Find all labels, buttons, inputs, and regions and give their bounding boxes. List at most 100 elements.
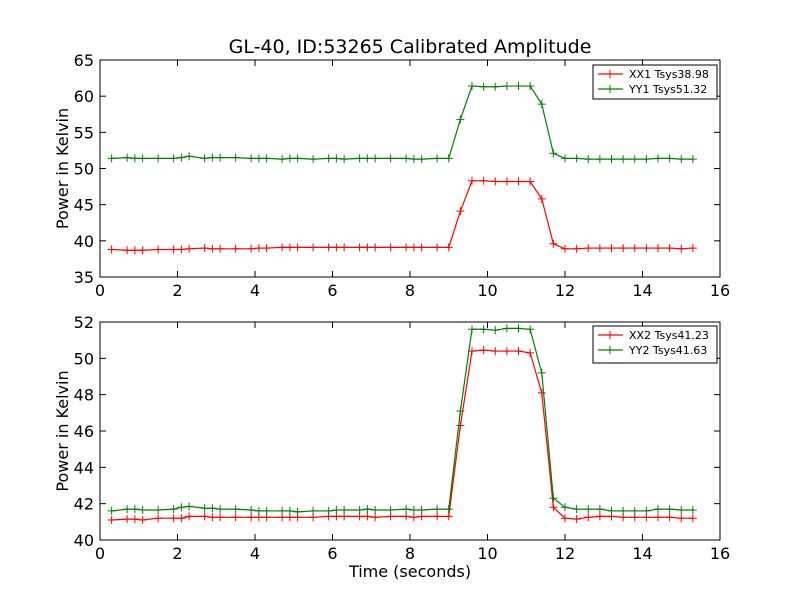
data-point-marker — [491, 82, 500, 91]
legend-box — [592, 325, 718, 364]
data-point-marker — [502, 82, 511, 91]
data-point-marker — [630, 155, 639, 164]
data-point-marker — [402, 512, 411, 521]
data-point-marker — [549, 494, 558, 503]
data-point-marker — [417, 155, 426, 164]
data-point-marker — [433, 512, 442, 521]
data-point-marker — [231, 513, 240, 522]
data-point-marker — [363, 505, 372, 514]
data-point-marker — [561, 244, 569, 253]
data-point-marker — [216, 513, 225, 522]
x-tick-label: 4 — [250, 281, 260, 300]
data-point-marker — [526, 325, 535, 334]
data-point-marker — [254, 154, 263, 163]
data-point-marker — [502, 324, 511, 333]
plot-frame — [99, 321, 721, 541]
legend-marker — [606, 70, 614, 78]
data-point-marker — [402, 505, 411, 514]
data-point-marker — [169, 245, 178, 254]
data-point-marker — [208, 513, 217, 522]
data-point-marker — [514, 347, 523, 356]
x-tick-label: 16 — [710, 544, 730, 563]
data-point-marker — [254, 506, 263, 515]
data-point-marker — [177, 153, 186, 162]
data-point-marker — [417, 506, 426, 515]
data-point-marker — [433, 243, 442, 252]
data-point-marker — [247, 244, 256, 253]
legend-marker — [606, 346, 614, 354]
data-point-marker — [537, 194, 546, 203]
data-point-marker — [584, 505, 593, 514]
data-point-marker — [332, 243, 341, 252]
data-point-marker — [479, 82, 488, 91]
data-point-marker — [138, 516, 147, 525]
y-tick-label: 35 — [74, 268, 94, 287]
data-point-marker — [371, 243, 380, 252]
data-point-marker — [371, 506, 380, 515]
y-tick-label: 50 — [74, 349, 94, 368]
y-tick-label: 40 — [74, 531, 94, 550]
data-point-marker — [677, 244, 686, 253]
data-point-marker — [491, 177, 500, 186]
data-point-marker — [514, 324, 523, 333]
data-point-marker — [309, 243, 318, 252]
data-point-marker — [386, 506, 395, 515]
data-point-marker — [185, 502, 194, 511]
legend: XX2 Tsys41.23 YY2 Tsys41.63 — [592, 325, 718, 364]
data-point-marker — [584, 155, 593, 164]
data-point-marker — [549, 239, 558, 248]
data-point-marker — [630, 506, 639, 515]
data-point-marker — [262, 244, 271, 253]
data-point-marker — [355, 506, 364, 515]
data-point-marker — [456, 421, 465, 430]
data-point-marker — [107, 516, 116, 525]
data-point-marker — [216, 244, 225, 253]
series-yy — [107, 82, 697, 164]
y-tick-label: 65 — [74, 51, 94, 70]
data-point-marker — [433, 505, 442, 514]
x-tick-label: 12 — [555, 281, 575, 300]
data-point-marker — [130, 154, 139, 163]
data-point-marker — [154, 506, 163, 515]
x-tick-label: 6 — [327, 544, 337, 563]
data-point-marker — [154, 245, 163, 254]
data-point-marker — [619, 244, 628, 253]
data-point-marker — [654, 505, 662, 514]
data-point-marker — [642, 155, 651, 164]
data-point-marker — [285, 154, 294, 163]
data-point-marker — [247, 513, 256, 522]
x-axis-label: Time (seconds) — [348, 562, 471, 581]
data-point-marker — [130, 246, 139, 255]
legend-label: XX2 Tsys41.23 — [629, 329, 709, 342]
data-point-marker — [200, 154, 209, 163]
data-point-marker — [456, 407, 465, 416]
x-tick-label: 8 — [405, 281, 415, 300]
legend-entry: XX1 Tsys38.98 — [598, 68, 709, 81]
data-point-marker — [177, 514, 186, 523]
data-point-marker — [185, 512, 194, 521]
x-tick-label: 16 — [710, 281, 730, 300]
data-point-marker — [123, 505, 132, 514]
data-point-marker — [363, 154, 372, 163]
data-point-marker — [688, 514, 697, 523]
y-tick-label: 55 — [74, 123, 94, 142]
data-point-marker — [537, 100, 546, 109]
x-tick-label: 0 — [95, 281, 105, 300]
data-point-marker — [642, 244, 651, 253]
y-tick-label: 48 — [74, 386, 94, 405]
data-point-marker — [247, 154, 256, 163]
data-point-marker — [417, 243, 426, 252]
series-yy — [107, 324, 697, 516]
data-point-marker — [444, 243, 453, 252]
data-point-marker — [444, 512, 453, 521]
data-point-marker — [293, 154, 302, 163]
data-point-marker — [355, 154, 364, 163]
data-point-marker — [595, 244, 604, 253]
data-point-marker — [561, 514, 569, 523]
data-point-marker — [208, 153, 217, 162]
data-point-marker — [363, 243, 372, 252]
legend-entry: YY2 Tsys41.63 — [598, 344, 707, 357]
y-tick-label: 46 — [74, 422, 94, 441]
data-point-marker — [278, 243, 287, 252]
